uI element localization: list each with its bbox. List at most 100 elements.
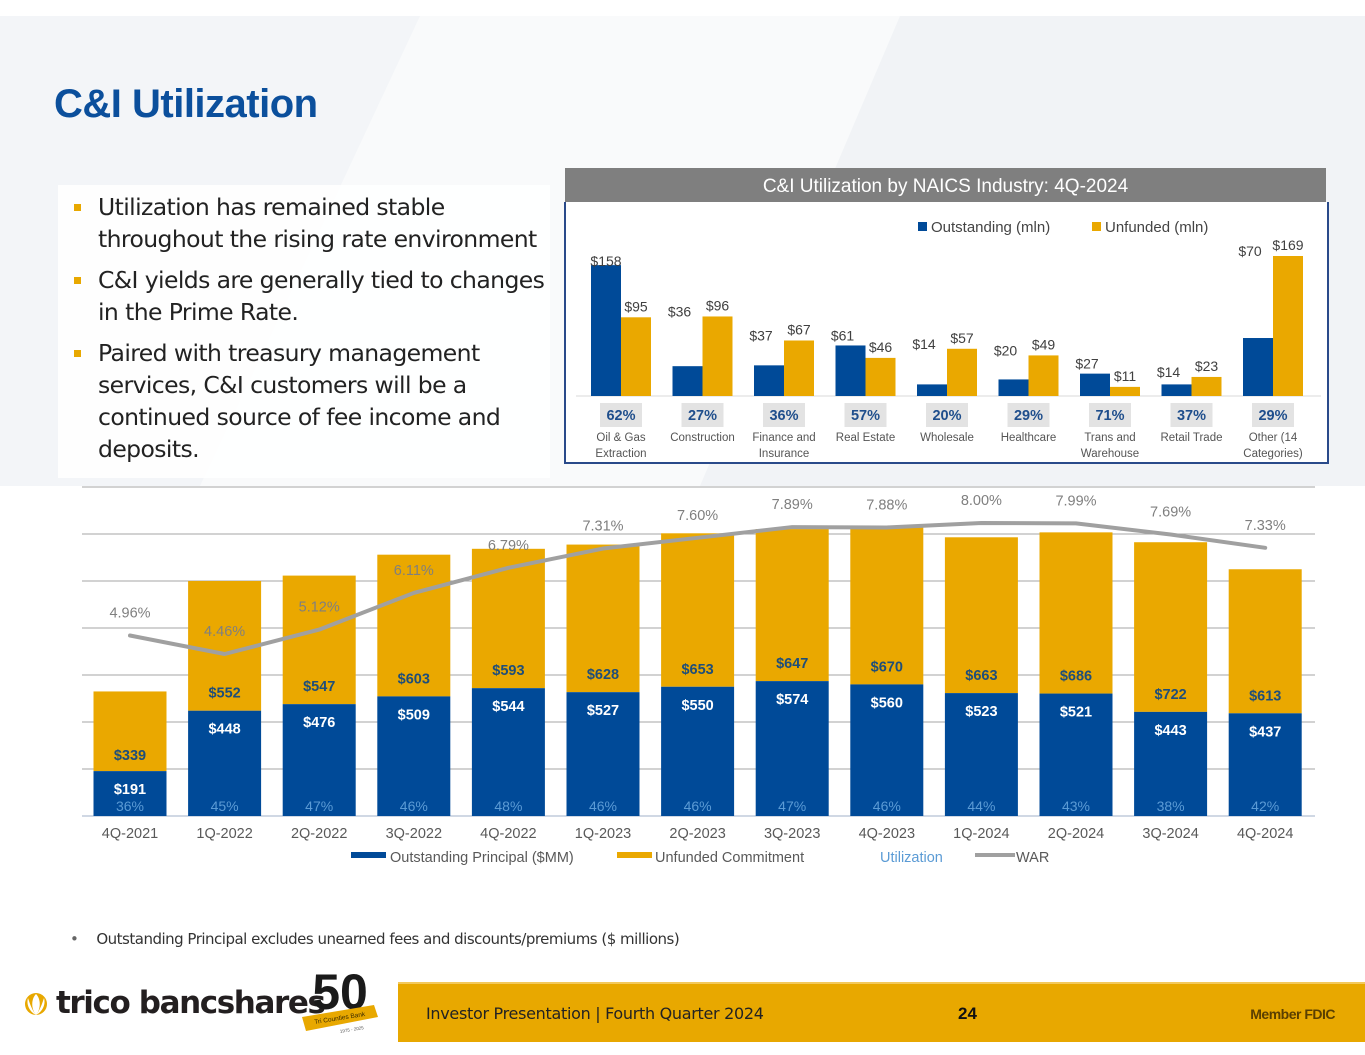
company-name: trico bancshares — [56, 985, 326, 1021]
utilization-box — [681, 403, 724, 427]
category-label: Wholesale — [920, 432, 974, 444]
war-label: 7.99% — [1055, 493, 1096, 509]
utilization-label: 36% — [116, 798, 144, 814]
data-label-unfunded: $686 — [1060, 669, 1092, 685]
data-label-unfunded: $67 — [787, 321, 811, 337]
bar-unfunded — [282, 575, 356, 705]
bar-outstanding — [755, 681, 829, 816]
war-label: 7.69% — [1150, 504, 1191, 520]
data-label-unfunded: $552 — [208, 686, 240, 702]
bar-unfunded — [865, 357, 896, 396]
data-label-outstanding: $448 — [208, 722, 240, 738]
bar-unfunded — [377, 554, 451, 697]
data-label-outstanding: $70 — [1238, 243, 1262, 259]
category-label: Real Estate — [836, 432, 895, 444]
category-label: Oil & Gas — [596, 432, 645, 444]
bar-outstanding — [1134, 711, 1208, 816]
bar-outstanding — [850, 684, 924, 816]
x-tick-label: 1Q-2022 — [196, 826, 252, 842]
utilization-box — [926, 403, 968, 427]
data-label-outstanding: $509 — [398, 707, 430, 723]
x-tick-label: 4Q-2023 — [859, 826, 915, 842]
data-label-outstanding: $476 — [303, 715, 335, 731]
bullet-item: Utilization has remained stable througho… — [58, 191, 550, 255]
category-label: Insurance — [759, 448, 810, 460]
bullet-text: Paired with treasury management services… — [98, 339, 501, 463]
naics-chart: Outstanding (mln) Unfunded (mln) $158 $95 62… — [576, 219, 1321, 460]
data-label-outstanding: $550 — [681, 698, 713, 714]
naics-chart-title: C&I Utilization by NAICS Industry: 4Q-20… — [565, 168, 1326, 202]
bar-unfunded — [1191, 376, 1222, 396]
utilization-label: 46% — [873, 798, 901, 814]
data-label-unfunded: $95 — [624, 298, 648, 314]
data-label-unfunded: $653 — [681, 662, 713, 678]
x-tick-label: 2Q-2022 — [291, 826, 347, 842]
data-label-outstanding: $527 — [587, 703, 619, 719]
data-label-outstanding: $521 — [1060, 705, 1092, 721]
utilization-label: 45% — [211, 798, 239, 814]
data-label-outstanding: $560 — [871, 695, 903, 711]
category-label: Categories) — [1243, 448, 1303, 460]
bar-unfunded — [1228, 569, 1302, 714]
utilization-label: 46% — [589, 798, 617, 814]
bar-unfunded — [1110, 386, 1140, 396]
war-label: 6.11% — [394, 563, 434, 579]
category-label: Extraction — [595, 448, 646, 460]
data-label-outstanding: $36 — [668, 303, 692, 319]
data-label-outstanding: $437 — [1249, 724, 1281, 740]
data-label-outstanding: $523 — [965, 704, 997, 720]
war-label: 7.89% — [772, 497, 813, 513]
utilization-value: 62% — [606, 408, 635, 424]
legend-swatch-outstanding — [351, 852, 386, 858]
bar-outstanding — [1039, 693, 1113, 816]
utilization-value: 57% — [851, 408, 880, 424]
category-label: Other (14 — [1249, 432, 1298, 444]
data-label-outstanding: $544 — [492, 699, 524, 715]
bar-outstanding — [1080, 373, 1110, 396]
utilization-box — [1007, 403, 1050, 427]
bar-outstanding — [591, 265, 621, 396]
utilization-box — [1089, 403, 1131, 427]
bar-outstanding — [566, 692, 640, 816]
bar-outstanding — [944, 693, 1018, 816]
category-label: Construction — [670, 432, 735, 444]
bar-outstanding — [1243, 338, 1273, 396]
bullet-square-icon — [74, 204, 81, 211]
legend-label-war: WAR — [1016, 850, 1049, 866]
category-label: Healthcare — [1001, 432, 1057, 444]
utilization-label: 48% — [494, 798, 522, 814]
category-label: Warehouse — [1081, 448, 1139, 460]
bar-unfunded — [661, 533, 735, 687]
legend-swatch-outstanding — [918, 222, 927, 231]
utilization-label: 46% — [684, 798, 712, 814]
data-label-unfunded: $46 — [869, 339, 893, 355]
data-label-unfunded: $628 — [587, 667, 619, 683]
data-label-outstanding: $443 — [1154, 723, 1186, 739]
utilization-box — [1170, 403, 1213, 427]
utilization-label: 44% — [967, 798, 995, 814]
utilization-label: 43% — [1062, 798, 1090, 814]
bar-outstanding — [188, 710, 262, 816]
data-label-unfunded: $23 — [1195, 358, 1219, 374]
bullet-text: C&I yields are generally tied to changes… — [98, 266, 545, 326]
utilization-value: 20% — [932, 408, 961, 424]
x-tick-label: 2Q-2024 — [1048, 826, 1104, 842]
data-label-outstanding: $158 — [590, 253, 621, 269]
category-label: Finance and — [752, 432, 815, 444]
data-label-unfunded: $603 — [398, 671, 430, 687]
bar-outstanding — [1228, 713, 1302, 816]
bar-unfunded — [947, 348, 977, 396]
bullet-item: Paired with treasury management services… — [58, 337, 550, 465]
legend-label-unfunded: Unfunded Commitment — [655, 850, 804, 866]
x-tick-label: 1Q-2024 — [953, 826, 1009, 842]
bar-unfunded — [702, 316, 733, 396]
x-tick-label: 4Q-2022 — [480, 826, 536, 842]
bar-unfunded — [1273, 256, 1303, 396]
bar-outstanding — [282, 704, 356, 816]
utilization-box — [1252, 403, 1294, 427]
utilization-label: 42% — [1251, 798, 1279, 814]
data-label-unfunded: $593 — [492, 663, 524, 679]
bar-unfunded — [755, 529, 829, 682]
x-tick-label: 3Q-2022 — [386, 826, 442, 842]
utilization-label: 38% — [1157, 798, 1185, 814]
